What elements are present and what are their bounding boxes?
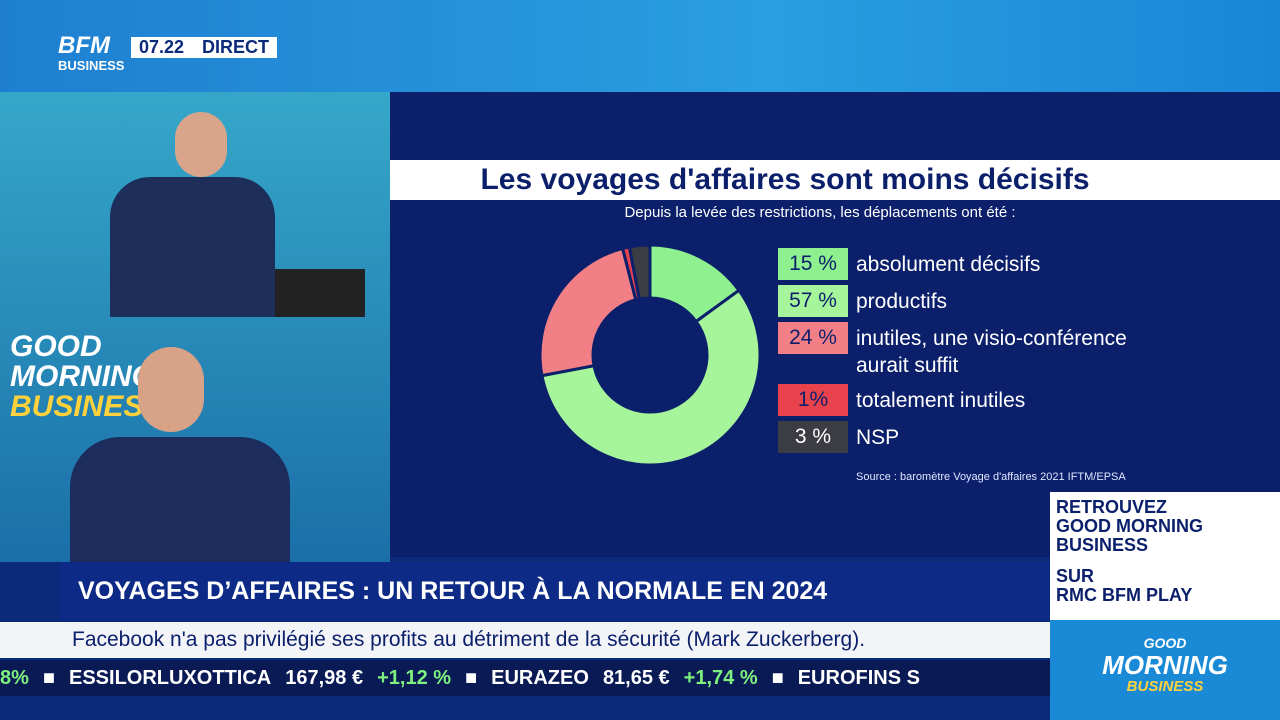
donut-chart [538,243,762,467]
logo-line: GOOD [1143,635,1187,651]
show-logo-line: BUSINESS [10,390,164,423]
stock-price: 167,98 € [285,667,364,689]
legend: 15 % absolument décisifs 57 % productifs 24 … [778,248,1158,458]
stock-change: +1,74 % [683,667,758,689]
promo-line: RMC BFM PLAY [1056,585,1193,605]
legend-item: 3 % NSP [778,421,1158,453]
presenter [110,177,275,317]
stock-name: EUROFINS S [797,667,920,689]
show-logo-line: MORNING [10,360,155,393]
studio-video: GOOD MORNING BUSINESS [0,92,390,562]
stock-change: 8% [0,667,29,689]
legend-item: 1% totalement inutiles [778,384,1158,416]
donut-segment [538,246,638,378]
value-label: 57 % [778,285,848,317]
value-label: 1% [778,384,848,416]
legend-label: totalement inutiles [856,389,1026,412]
show-logo-line: GOOD [10,330,102,363]
time: 07.22 [139,37,185,57]
show-logo: GOOD MORNING BUSINESS [10,332,163,422]
legend-label: absolument décisifs [856,253,1041,276]
donut-segment [627,243,652,301]
donut-segment [540,288,762,467]
stock-name: EURAZEO [491,667,589,689]
logo-top: BFM [58,32,110,59]
legend-label: NSP [856,426,900,449]
legend-item: 24 % inutiles, une visio-conférence aurai… [778,322,1158,379]
value-label: 24 % [778,322,848,354]
chart-subtitle: Depuis la levée des restrictions, les dé… [624,204,1016,221]
promo-line: GOOD MORNING [1056,516,1203,536]
stock-name: ESSILORLUXOTTICA [69,667,272,689]
logo-line: BUSINESS [1126,678,1204,695]
stock-price: 81,65 € [602,667,670,689]
promo: RETROUVEZ GOOD MORNING BUSINESS SUR RMC … [1050,492,1280,620]
logo-line: MORNING [1102,650,1228,680]
value-label: 3 % [778,421,848,453]
stock-change: +1,12 % [377,667,452,689]
guest [70,437,290,562]
promo-line: SUR [1056,566,1095,586]
chart-title: Les voyages d'affaires sont moins décisi… [390,160,1280,200]
legend-item: 15 % absolument décisifs [778,248,1158,280]
logo-bottom: BUSINESS [58,58,125,73]
headline: VOYAGES D’AFFAIRES : UN RETOUR À LA NORM… [60,562,1050,620]
live-badge: 07.22 DIRECT [131,37,278,58]
value-label: 15 % [778,248,848,280]
guest-head [138,347,204,432]
laptop [275,269,365,317]
source: Source : baromètre Voyage d'affaires 202… [856,471,1126,483]
channel-logo: BFM BUSINESS [58,32,126,76]
legend-label: productifs [856,290,948,313]
presenter-head [175,112,227,177]
stock-ticker: 8% ■ ESSILORLUXOTTICA 167,98 € +1,12 % ■ EUR… [0,660,1050,696]
show-logo-small: GOOD MORNING BUSINESS [1050,620,1280,720]
live: DIRECT [202,37,270,57]
promo-line: RETROUVEZ [1056,497,1168,517]
legend-label: inutiles, une visio-conférence aurait su… [856,327,1127,377]
news-ticker: Facebook n'a pas privilégié ses profits … [0,622,1050,658]
legend-item: 57 % productifs [778,285,1158,317]
promo-line: BUSINESS [1056,535,1149,555]
